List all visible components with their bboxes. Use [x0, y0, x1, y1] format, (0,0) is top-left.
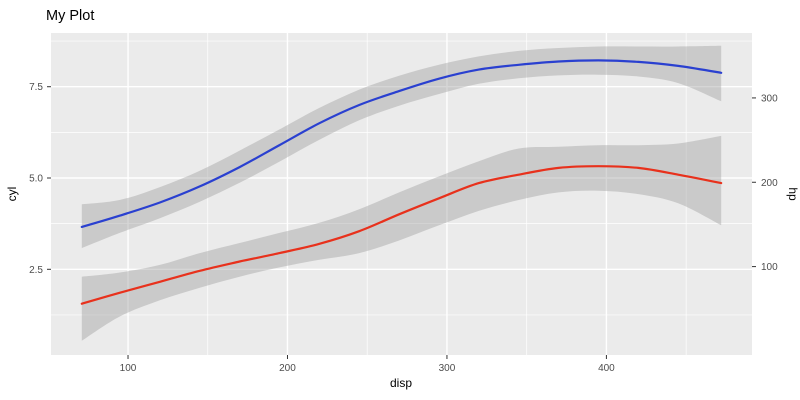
y2-tick-label: 200 — [761, 178, 778, 189]
confidence-ribbon-hp-smooth — [81, 135, 722, 341]
x-tick-label: 100 — [120, 363, 137, 374]
y-tick-label: 2.5 — [29, 265, 43, 276]
x-tick-label: 400 — [598, 363, 615, 374]
y-tick-label: 7.5 — [29, 82, 43, 93]
y2-tick-label: 100 — [761, 262, 778, 273]
confidence-ribbon-cyl-smooth — [81, 45, 722, 249]
x-axis-title: disp — [390, 376, 412, 390]
chart-render-layer: 100 200 300 400 2.5 5.0 7.5 100 200 300 — [29, 33, 778, 374]
y2-tick-label: 300 — [761, 93, 778, 104]
smooth-line-cyl-smooth — [80, 59, 723, 228]
smooth-line-hp-smooth — [80, 165, 723, 305]
x-tick-label: 200 — [279, 363, 296, 374]
x-tick-label: 300 — [439, 363, 456, 374]
y-axis-title: cyl — [5, 187, 19, 202]
y-tick-label: 5.0 — [29, 174, 43, 185]
y2-axis-title: hp — [786, 187, 800, 201]
plot-title: My Plot — [46, 8, 94, 24]
